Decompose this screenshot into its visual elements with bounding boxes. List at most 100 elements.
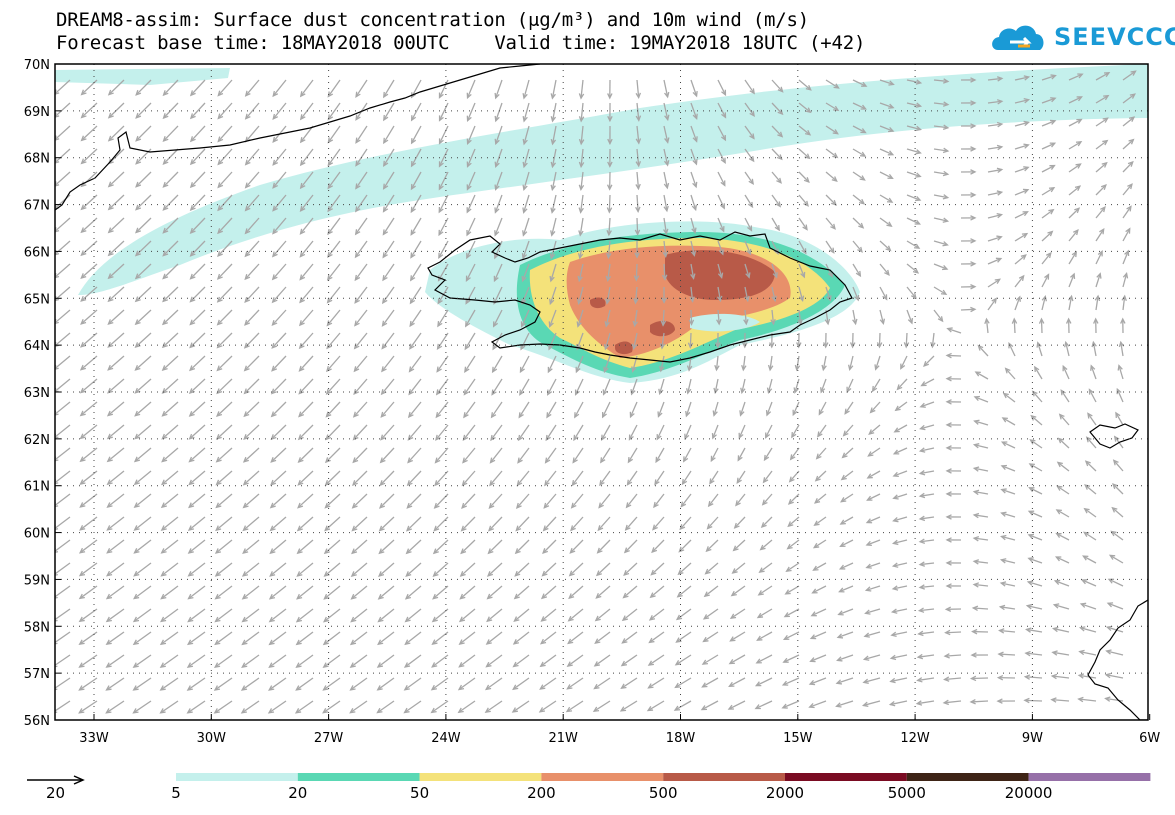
wind-arrow	[55, 447, 71, 462]
longitude-tick-label: 21W	[548, 731, 578, 746]
wind-arrow	[737, 447, 746, 462]
wind-arrow	[600, 447, 611, 464]
wind-arrow	[323, 585, 341, 600]
wind-arrow	[771, 171, 782, 184]
wind-arrow	[998, 604, 1016, 611]
wind-arrow	[1068, 185, 1082, 196]
wind-arrow	[996, 698, 1016, 704]
wind-arrow	[765, 424, 773, 439]
wind-arrow	[463, 378, 476, 396]
wind-arrow	[839, 516, 854, 525]
wind-arrow	[710, 447, 719, 463]
wind-arrow	[107, 102, 125, 119]
wind-arrow	[595, 562, 611, 577]
wind-arrow	[711, 424, 719, 440]
wind-arrow	[714, 355, 720, 372]
wind-arrow	[1056, 461, 1070, 472]
wind-arrow	[1068, 272, 1076, 288]
wind-arrow	[377, 631, 395, 646]
wind-arrow	[944, 606, 962, 612]
wind-arrow	[270, 378, 287, 395]
wind-arrow	[242, 539, 260, 555]
wind-arrow	[187, 585, 206, 600]
wind-arrow	[602, 401, 611, 419]
wind-arrow	[971, 628, 989, 635]
wind-arrow	[161, 355, 179, 372]
wind-arrow	[1064, 340, 1070, 357]
wind-arrow	[1116, 387, 1124, 403]
wind-arrow	[408, 378, 422, 396]
wind-arrow	[825, 79, 840, 89]
wind-arrow	[1041, 273, 1050, 288]
wind-arrow	[352, 401, 368, 418]
wind-arrow	[435, 424, 449, 441]
wind-arrow	[933, 147, 950, 154]
wind-arrow	[1090, 364, 1097, 380]
wind-arrow	[299, 79, 314, 98]
wind-arrow	[771, 286, 777, 303]
wind-arrow	[709, 470, 719, 485]
wind-arrow	[355, 125, 368, 144]
wind-arrow	[271, 309, 287, 327]
wind-arrow	[438, 171, 449, 191]
wind-arrow	[216, 286, 233, 303]
wind-arrow	[268, 608, 287, 623]
wind-arrow	[1095, 94, 1110, 104]
wind-arrow	[715, 332, 721, 349]
wind-arrow	[107, 378, 125, 394]
wind-arrow	[704, 562, 719, 575]
wind-arrow	[1084, 460, 1097, 472]
wind-arrow	[485, 631, 503, 645]
wind-arrow	[1105, 625, 1124, 633]
latitude-tick-label: 64N	[24, 339, 50, 354]
wind-arrow	[903, 332, 910, 349]
wind-arrow	[757, 585, 773, 596]
wind-arrow	[135, 125, 152, 142]
wind-arrow	[578, 148, 585, 169]
wind-arrow	[717, 194, 725, 210]
wind-arrow	[738, 424, 746, 440]
wind-arrow	[466, 102, 476, 123]
longitude-tick-label: 30W	[197, 731, 227, 746]
wind-arrow	[381, 309, 395, 327]
wind-arrow	[295, 631, 314, 646]
wind-arrow	[216, 378, 233, 395]
wind-arrow	[438, 240, 449, 259]
wind-arrow	[972, 443, 989, 449]
wind-arrow	[410, 125, 422, 145]
wind-arrow	[376, 654, 395, 668]
wind-arrow	[437, 309, 449, 328]
wind-arrow	[607, 125, 613, 146]
wind-arrow	[619, 700, 638, 712]
wind-arrow	[349, 654, 368, 668]
wind-arrow	[1122, 93, 1136, 104]
wind-arrow	[432, 562, 449, 577]
wind-arrow	[105, 677, 125, 691]
wind-arrow	[327, 79, 341, 98]
wind-arrow	[382, 194, 395, 213]
wind-arrow	[623, 539, 638, 554]
wind-arrow	[687, 332, 694, 349]
wind-arrow	[160, 516, 179, 531]
wind-arrow	[217, 194, 233, 212]
wind-arrow	[376, 677, 395, 691]
wind-arrow	[162, 171, 179, 188]
wind-arrow	[299, 102, 314, 121]
wind-arrow	[1120, 317, 1126, 334]
wind-arrow	[782, 654, 800, 663]
dust-plume-iceland-500b	[650, 320, 675, 337]
wind-arrow	[432, 585, 449, 600]
wind-arrow	[543, 493, 557, 509]
wind-arrow	[798, 102, 812, 114]
wind-arrow	[849, 332, 856, 349]
wind-arrow	[1000, 534, 1016, 541]
wind-arrow	[923, 355, 935, 367]
wind-arrow	[160, 493, 179, 509]
wind-arrow	[624, 516, 638, 531]
wind-arrow	[1014, 254, 1027, 265]
wind-arrow	[134, 240, 152, 257]
wind-arrow	[216, 355, 233, 372]
wind-arrow	[1041, 208, 1055, 219]
wind-arrow	[189, 286, 206, 303]
wind-arrow	[572, 447, 584, 464]
